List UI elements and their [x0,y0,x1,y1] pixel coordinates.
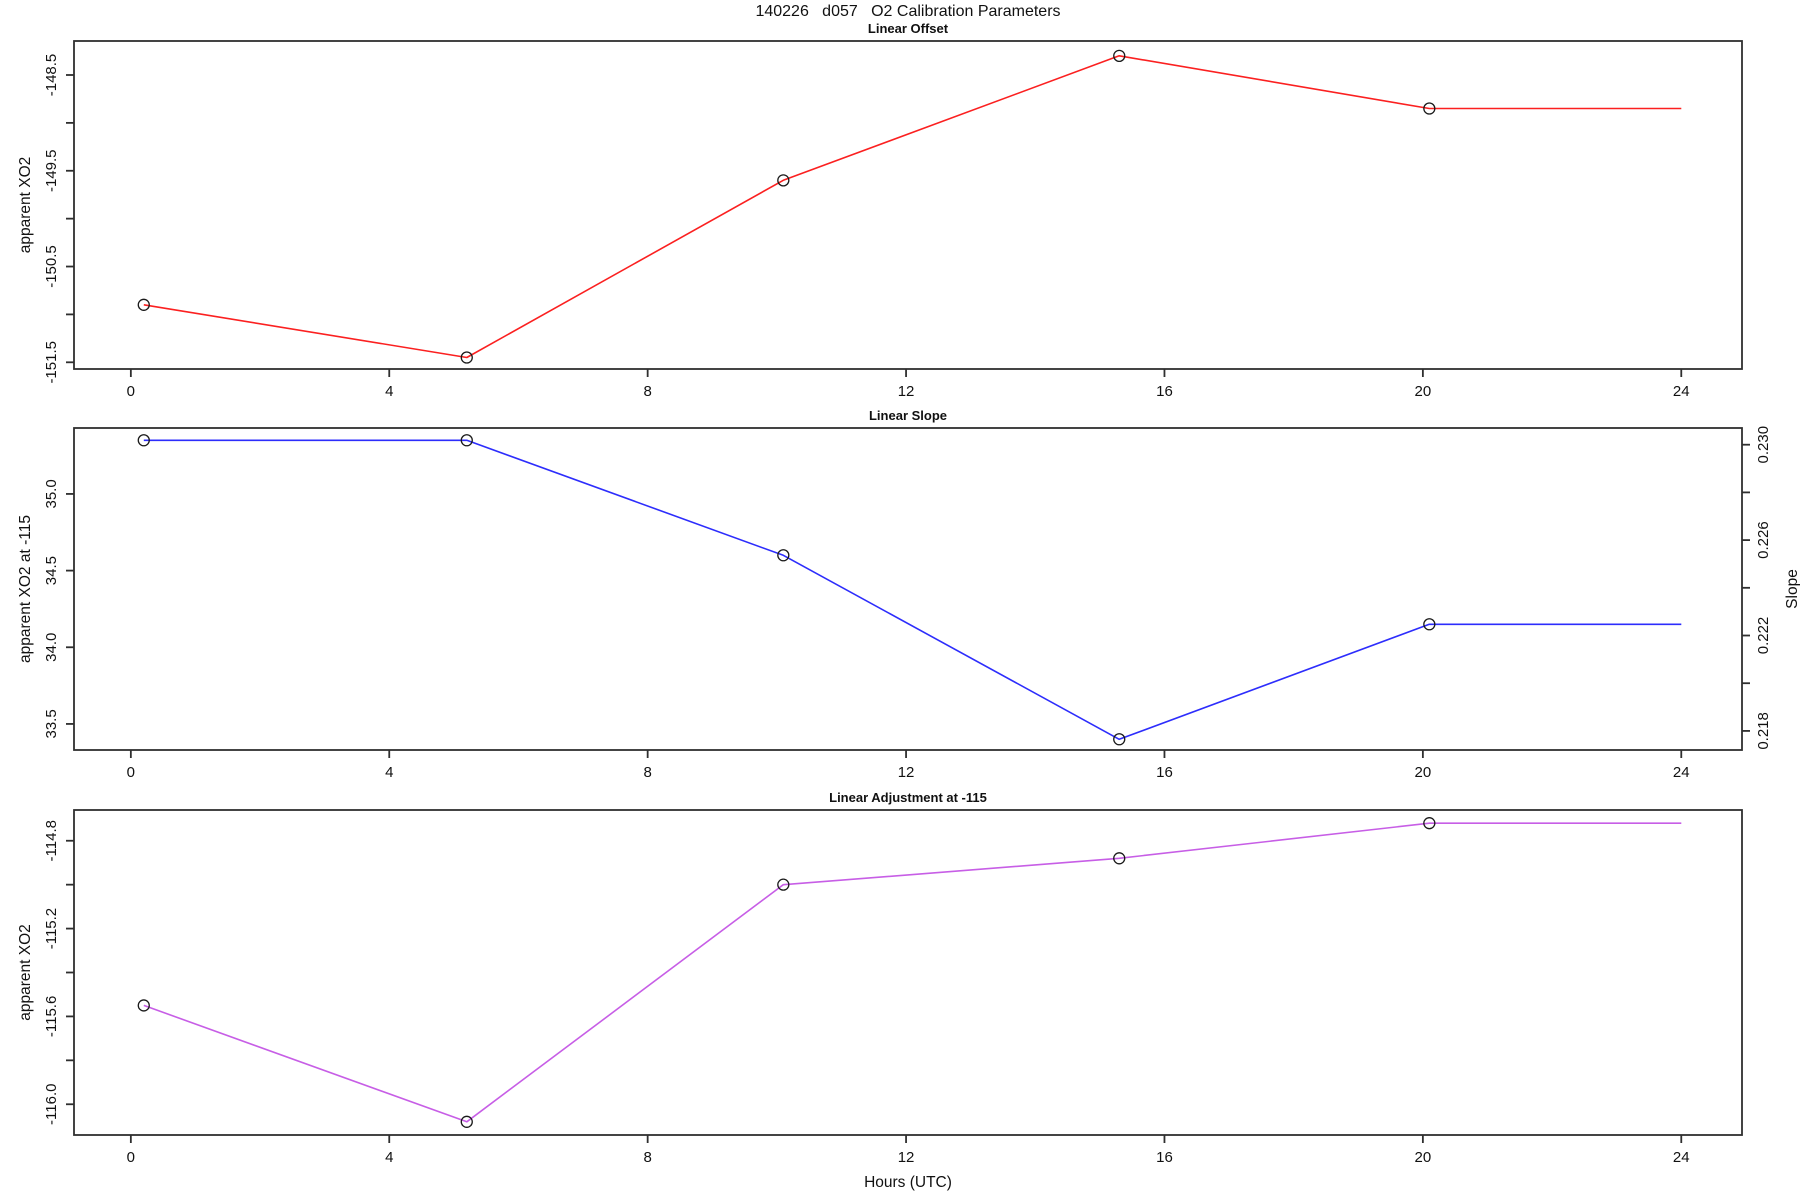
data-point-marker [460,351,473,364]
x-tick-label: 24 [1673,383,1690,400]
x-tick-label: 16 [1156,1149,1173,1166]
data-point-marker [1113,49,1126,62]
right-y-tick-label: 0.226 [1755,521,1772,559]
x-tick-label: 8 [643,764,651,781]
data-point-marker [1423,618,1436,631]
x-tick-label: 0 [127,383,135,400]
panel-title: Linear Offset [868,21,949,36]
data-point-marker [460,1115,473,1128]
data-line [143,439,1682,741]
y-axis-title: apparent XO2 [17,157,34,254]
x-axis-title: Hours (UTC) [864,1174,952,1191]
y-tick-label: 33.5 [43,709,60,738]
panel-linear-offset: Linear Offset 0 4 8 12 16 20 24 -151.5 -150.5 -149… [17,21,1743,400]
x-tick-label: 24 [1673,764,1690,781]
data-point-marker [137,434,150,447]
panel-title: Linear Adjustment at -115 [829,790,987,805]
right-y-tick-label: 0.230 [1755,426,1772,464]
y-tick-label: -150.5 [43,245,60,288]
y-tick-label: -114.8 [43,820,60,861]
y-tick-label: -115.2 [43,908,60,949]
data-point-marker [777,549,790,562]
y-tick-label: -148.5 [43,54,60,97]
data-line [143,54,1682,359]
plot-box [73,809,1743,1136]
plot-box [73,40,1743,370]
data-point-marker [777,174,790,187]
data-point-marker [137,999,150,1012]
x-tick-label: 8 [643,1149,651,1166]
data-point-marker [137,298,150,311]
x-tick-label: 16 [1156,383,1173,400]
x-tick-label: 4 [385,764,393,781]
page-title: 140226 d057 O2 Calibration Parameters [755,3,1061,20]
plot-box [73,427,1743,751]
x-tick-label: 20 [1415,1149,1432,1166]
y-tick-label: -149.5 [43,149,60,192]
x-tick-label: 0 [127,1149,135,1166]
data-point-marker [1113,852,1126,865]
data-point-marker [1113,733,1126,746]
y-axis-title: apparent XO2 [17,924,34,1021]
data-point-marker [460,434,473,447]
data-point-marker [1423,102,1436,115]
x-tick-label: 12 [898,764,915,781]
data-point-marker [777,878,790,891]
y-tick-label: 34.0 [43,633,60,662]
x-tick-label: 4 [385,1149,393,1166]
y-tick-label: 34.5 [43,556,60,585]
panel-linear-slope: Linear Slope 0 4 8 12 16 20 24 33.5 34.0 34.5 35.0 a… [17,408,1800,781]
x-tick-label: 8 [643,383,651,400]
x-tick-label: 12 [898,1149,915,1166]
right-y-axis-title: Slope [1784,569,1800,609]
panel-linear-adjustment-at-115: Linear Adjustment at -115 0 4 8 12 16 20 24 -116… [17,790,1743,1166]
y-axis-title: apparent XO2 at -115 [17,515,34,663]
x-tick-label: 12 [898,383,915,400]
data-point-marker [1423,817,1436,830]
right-y-tick-label: 0.218 [1755,712,1772,750]
y-tick-label: -151.5 [43,341,60,384]
y-tick-label: -116.0 [43,1084,60,1125]
y-tick-label: 35.0 [43,479,60,508]
x-tick-label: 20 [1415,383,1432,400]
x-tick-label: 4 [385,383,393,400]
y-tick-label: -115.6 [43,996,60,1037]
x-tick-label: 24 [1673,1149,1690,1166]
panel-title: Linear Slope [869,408,947,423]
x-tick-label: 16 [1156,764,1173,781]
x-tick-label: 20 [1415,764,1432,781]
right-y-tick-label: 0.222 [1755,617,1772,655]
data-line [143,822,1682,1123]
x-tick-label: 0 [127,764,135,781]
